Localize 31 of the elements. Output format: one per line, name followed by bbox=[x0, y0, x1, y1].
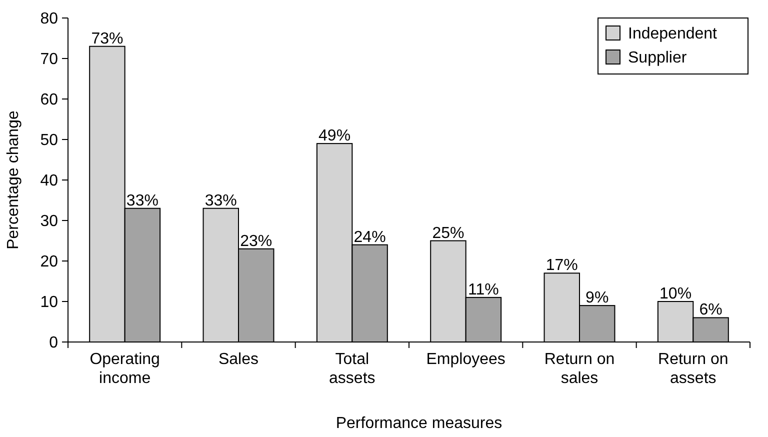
legend-label: Independent bbox=[628, 26, 718, 43]
data-label: 73% bbox=[91, 30, 124, 48]
data-label: 25% bbox=[432, 224, 464, 242]
x-tick-label: Operating income bbox=[90, 351, 160, 387]
data-label: 23% bbox=[240, 232, 272, 250]
x-tick-label: Return on assets bbox=[658, 351, 728, 387]
data-label: 33% bbox=[126, 192, 158, 210]
y-tick-label: 60 bbox=[40, 92, 58, 109]
data-label: 6% bbox=[699, 302, 722, 319]
data-label: 9% bbox=[586, 290, 609, 307]
y-tick-label: 20 bbox=[40, 254, 58, 271]
x-tick-label: Total assets bbox=[329, 351, 376, 387]
data-label: 11% bbox=[468, 281, 499, 298]
data-label: 49% bbox=[318, 128, 351, 145]
y-tick-label: 30 bbox=[40, 213, 58, 230]
y-axis-title: Percentage change bbox=[5, 110, 22, 250]
x-axis-title: Performance measures bbox=[336, 415, 502, 432]
x-tick-label: Return on sales bbox=[544, 351, 615, 387]
x-tick-label: Sales bbox=[218, 351, 259, 368]
y-tick-label: 50 bbox=[40, 132, 58, 150]
data-label: 10% bbox=[660, 286, 692, 302]
legend-label: Supplier bbox=[628, 50, 688, 67]
y-tick-label: 0 bbox=[49, 334, 58, 352]
y-tick-label: 10 bbox=[40, 294, 58, 312]
y-tick-label: 70 bbox=[40, 51, 58, 68]
data-label: 24% bbox=[354, 228, 386, 246]
x-tick-label: Employees bbox=[426, 351, 506, 368]
data-label: 33% bbox=[204, 192, 237, 210]
data-label: 17% bbox=[546, 257, 578, 274]
y-tick-label: 80 bbox=[40, 10, 58, 28]
y-tick-label: 40 bbox=[40, 172, 58, 190]
